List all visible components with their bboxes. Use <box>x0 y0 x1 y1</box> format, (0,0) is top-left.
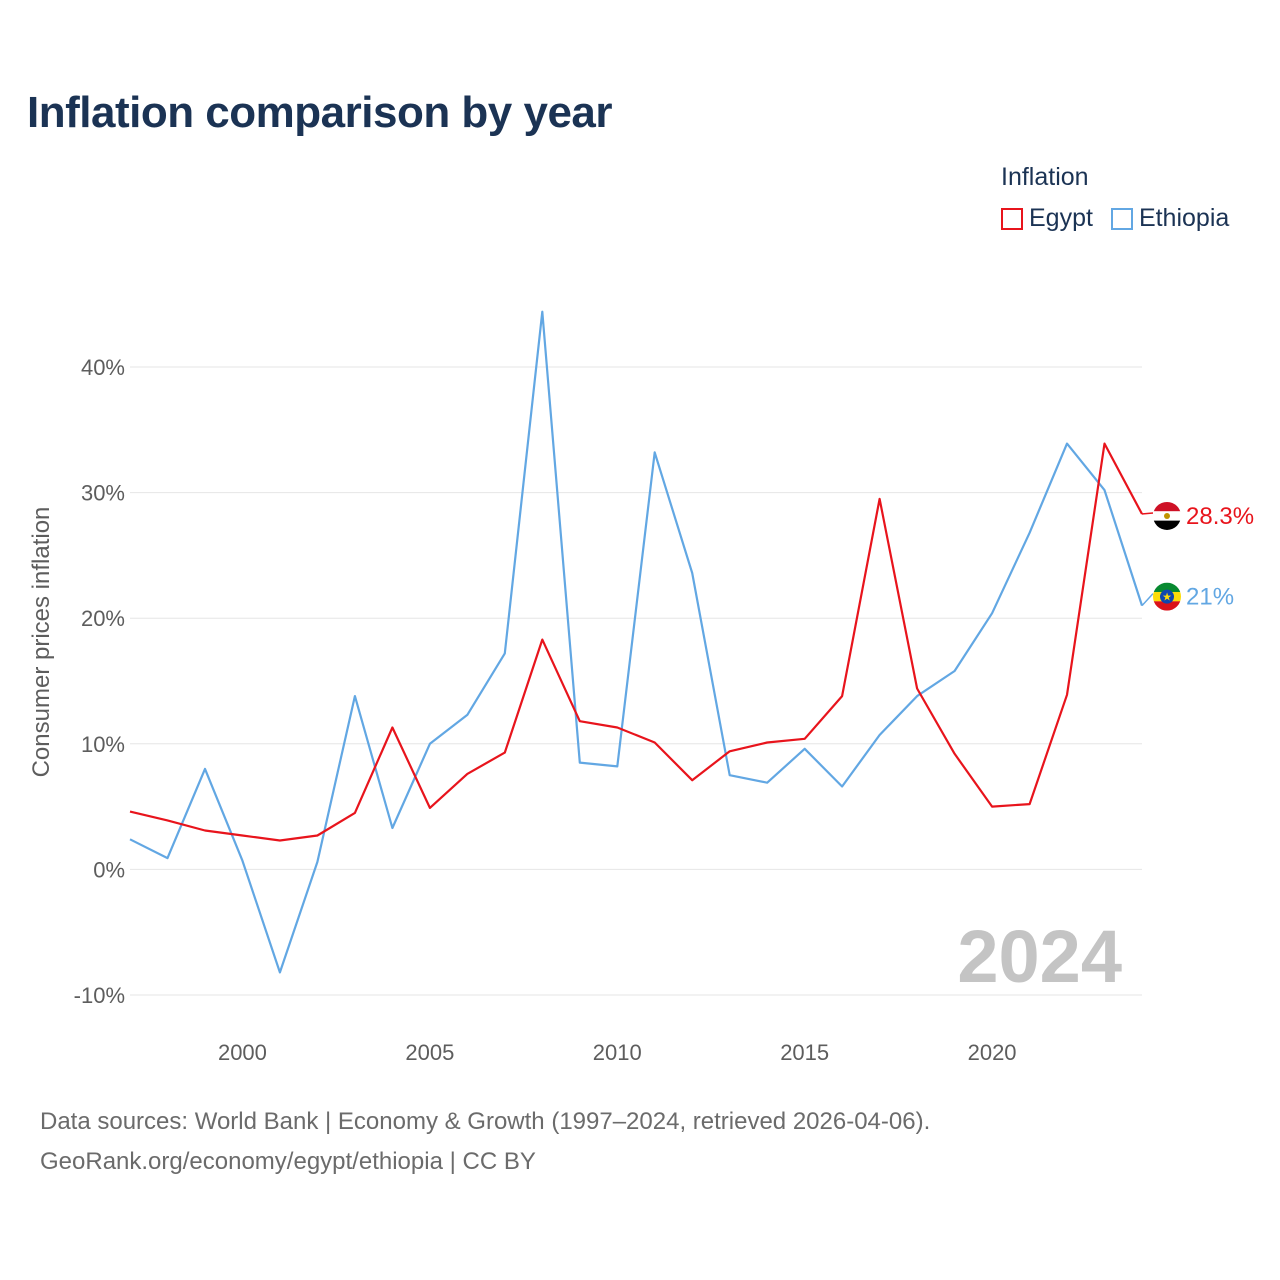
legend-label-ethiopia: Ethiopia <box>1138 204 1230 232</box>
end-connector-ethiopia <box>1141 593 1154 607</box>
series-line-egypt <box>129 442 1143 842</box>
ethiopia-flag-icon: ★ <box>1153 582 1181 611</box>
y-tick-label: 20% <box>81 606 125 631</box>
legend: Egypt Ethiopia <box>1001 204 1247 233</box>
x-tick-label: 2010 <box>593 1040 642 1065</box>
legend-item-egypt[interactable]: Egypt <box>1001 204 1093 233</box>
series-line-ethiopia <box>129 310 1144 974</box>
y-tick-label: 0% <box>93 857 125 882</box>
y-tick-label: 10% <box>81 732 125 757</box>
x-tick-label: 2020 <box>968 1040 1017 1065</box>
svg-text:★: ★ <box>1162 591 1172 604</box>
footer-sources: Data sources: World Bank | Economy & Gro… <box>40 1108 931 1135</box>
end-connector-egypt <box>1141 512 1154 515</box>
legend-swatch-ethiopia <box>1110 207 1133 230</box>
y-tick-label: -10% <box>74 983 125 1008</box>
x-tick-label: 2000 <box>218 1040 267 1065</box>
end-value-label-egypt: 28.3% <box>1186 503 1254 530</box>
legend-label-egypt: Egypt <box>1029 204 1093 232</box>
y-tick-label: 40% <box>81 355 125 380</box>
legend-title: Inflation <box>1001 163 1089 191</box>
legend-swatch-egypt <box>1001 207 1023 230</box>
chart-title: Inflation comparison by year <box>27 88 613 137</box>
footer-credit: GeoRank.org/economy/egypt/ethiopia | CC … <box>40 1148 536 1175</box>
x-tick-label: 2015 <box>780 1040 829 1065</box>
legend-item-ethiopia[interactable]: Ethiopia <box>1110 204 1230 233</box>
x-tick-label: 2005 <box>405 1040 454 1065</box>
end-value-label-ethiopia: 21% <box>1186 584 1234 611</box>
y-tick-label: 30% <box>81 481 125 506</box>
egypt-flag-icon <box>1153 501 1181 530</box>
year-watermark: 2024 <box>957 915 1122 998</box>
